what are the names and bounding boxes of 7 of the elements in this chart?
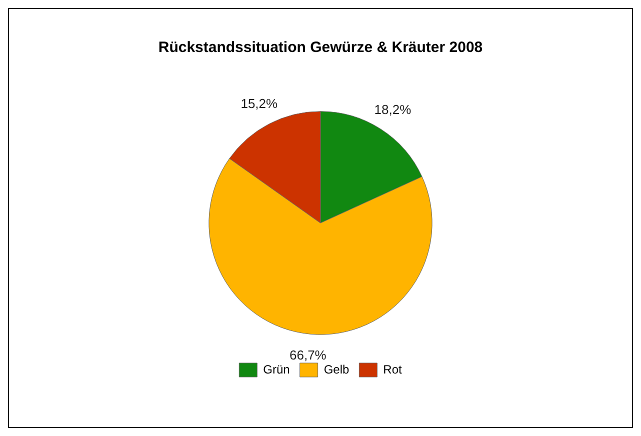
legend-label: Grün bbox=[263, 362, 290, 376]
data-label: 18,2% bbox=[374, 102, 412, 118]
data-label: 66,7% bbox=[290, 348, 327, 363]
legend-label: Gelb bbox=[324, 362, 350, 376]
legend-label: Rot bbox=[383, 362, 403, 376]
chart-title: Rückstandssituation Gewürze & Kräuter 2008 bbox=[158, 39, 483, 56]
data-label: 15,2% bbox=[240, 96, 278, 111]
